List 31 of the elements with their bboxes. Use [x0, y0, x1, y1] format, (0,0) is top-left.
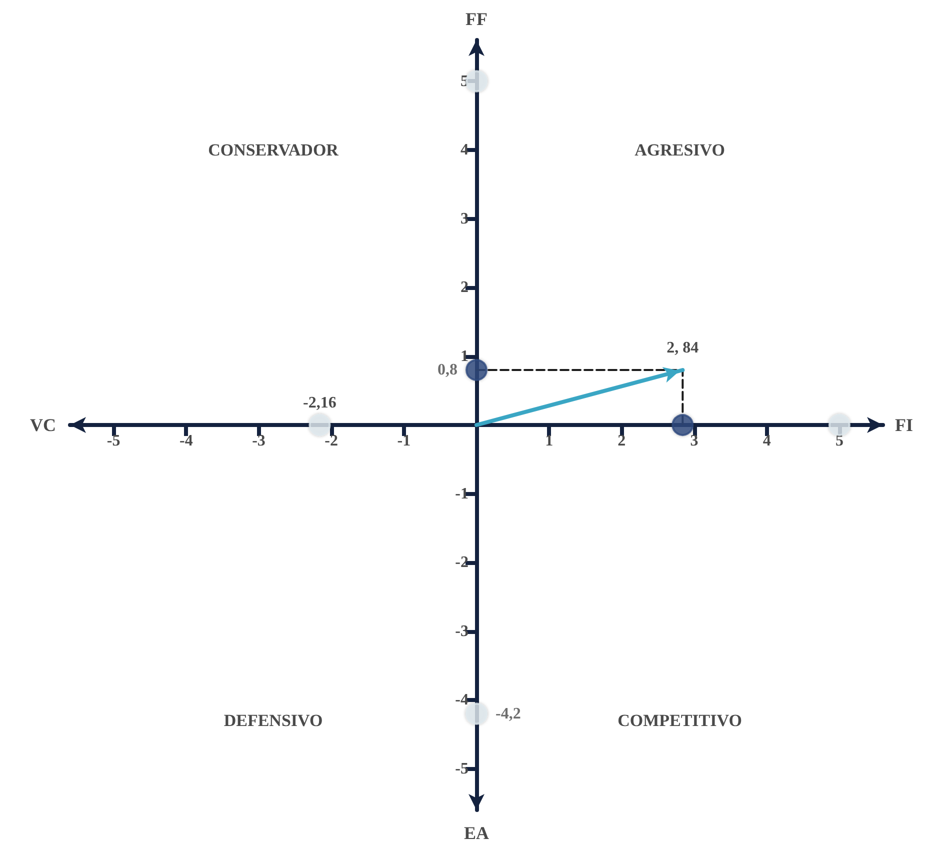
x-tick-label: 2 [618, 432, 626, 450]
x-tick-label: -2 [324, 432, 338, 450]
annotation: DEFENSIVO [224, 711, 323, 730]
text: EA [464, 823, 490, 843]
y-tick-label: 2 [460, 279, 468, 296]
data-label: 0,8 [438, 362, 458, 378]
y-tick-label: -3 [455, 622, 468, 640]
x-tick-label: 3 [690, 432, 698, 450]
annotation: CONSERVADOR [208, 140, 340, 160]
y-tick-label: -4 [455, 692, 468, 708]
annotation: COMPETITIVO [618, 711, 742, 730]
y-tick-label: -1 [455, 485, 468, 502]
x-tick-label: -1 [397, 432, 411, 450]
y-tick-label: 3 [460, 210, 468, 228]
x-axis-title: FI [895, 415, 913, 435]
data-label: -4,2 [496, 705, 521, 722]
y-tick-label: 4 [460, 142, 468, 158]
y-tick-label: -5 [455, 760, 468, 778]
y-axis-title: FF [466, 9, 488, 29]
text: VC [30, 415, 56, 435]
x-tick-label: 5 [835, 432, 844, 450]
x-tick-label: -4 [179, 432, 193, 450]
y-tick-label: 1 [460, 348, 468, 365]
y-tick-label: -2 [455, 554, 468, 571]
x-tick-label: -5 [106, 432, 120, 450]
x-tick-label: -3 [252, 432, 266, 450]
x-tick-label: 1 [545, 432, 554, 450]
x-tick-label: 4 [762, 432, 771, 450]
annotation: AGRESIVO [634, 140, 725, 160]
annotation: -2,16 [303, 394, 336, 412]
annotation: 2, 84 [666, 340, 699, 356]
